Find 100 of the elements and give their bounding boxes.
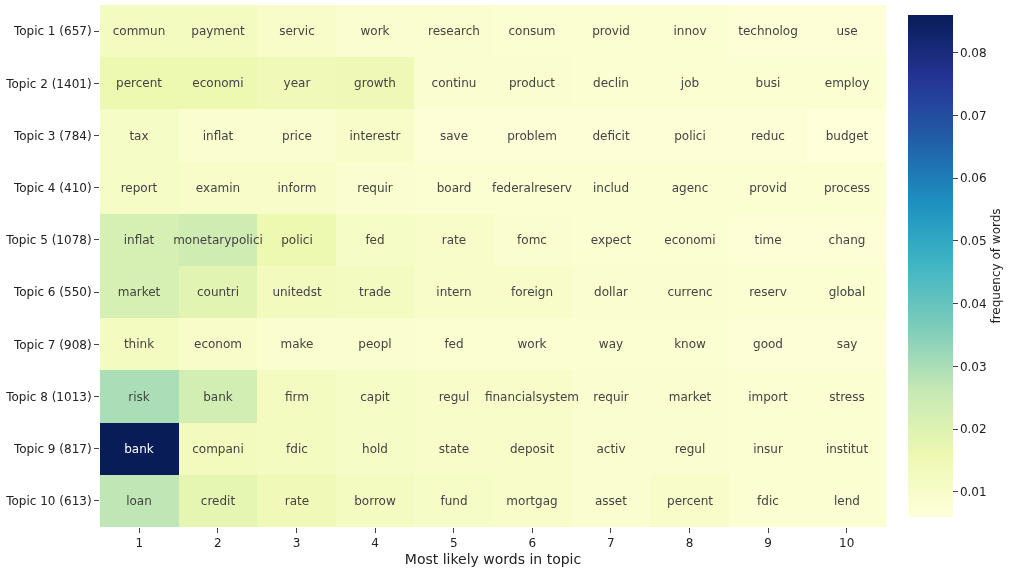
data-label: rate <box>441 233 467 248</box>
data-label: way <box>598 337 624 352</box>
data-label: report <box>120 181 158 196</box>
data-label: commun <box>112 24 166 39</box>
data-label: monetarypolici <box>173 233 263 248</box>
x-tick-label: 5 <box>449 536 458 551</box>
data-label: loan <box>126 494 152 509</box>
data-label: inflat <box>123 233 155 248</box>
data-label: currenc <box>667 285 713 300</box>
data-label: market <box>117 285 161 300</box>
data-label: year <box>283 76 311 91</box>
y-tick-label: Topic 10 (613) <box>5 494 92 509</box>
y-tick-label: Topic 2 (1401) <box>5 76 92 91</box>
data-label: reduc <box>751 129 785 144</box>
data-label: fomc <box>517 233 547 248</box>
data-label: work <box>360 24 390 39</box>
color-bar-label: 0.03 <box>959 359 987 374</box>
color-bar-label: 0.02 <box>959 422 987 437</box>
x-tick-label: 6 <box>528 536 537 551</box>
data-label: mortgag <box>506 494 558 509</box>
data-label: institut <box>825 442 869 457</box>
data-label: borrow <box>354 494 396 509</box>
data-label: make <box>280 337 314 352</box>
data-label: lend <box>834 494 860 509</box>
data-label: reserv <box>749 285 787 300</box>
data-label: continu <box>431 76 477 91</box>
data-label: deposit <box>509 442 555 457</box>
data-label: process <box>823 181 871 196</box>
data-label: federalreserv <box>492 181 572 196</box>
data-label: know <box>674 337 707 352</box>
data-label: countri <box>196 285 240 300</box>
data-label: unitedst <box>272 285 322 300</box>
x-tick-label: 8 <box>685 536 694 551</box>
data-label: risk <box>128 390 150 405</box>
data-label: credit <box>200 494 236 509</box>
data-label: requir <box>593 390 629 405</box>
data-label: servic <box>279 24 315 39</box>
data-label: asset <box>595 494 628 509</box>
color-bar-label: 0.06 <box>959 171 987 186</box>
x-tick-label: 10 <box>839 536 855 551</box>
data-label: capit <box>360 390 391 405</box>
x-tick-label: 9 <box>764 536 772 551</box>
x-tick-label: 7 <box>607 536 615 551</box>
data-label: includ <box>592 181 630 196</box>
data-label: intern <box>436 285 472 300</box>
data-label: global <box>828 285 866 300</box>
data-label: fdic <box>286 442 308 457</box>
data-label: interestr <box>349 129 401 144</box>
y-tick-label: Topic 6 (550) <box>12 285 92 300</box>
y-tick-label: Topic 3 (784) <box>12 128 92 143</box>
data-label: insur <box>753 442 783 457</box>
color-bar-label: 0.04 <box>959 296 987 311</box>
data-label: innov <box>673 24 707 39</box>
data-label: regul <box>438 390 470 405</box>
data-label: consum <box>508 24 556 39</box>
data-label: say <box>836 337 858 352</box>
data-label: employ <box>824 76 870 91</box>
data-label: rate <box>284 494 310 509</box>
data-label: price <box>282 129 312 144</box>
data-label: fund <box>440 494 468 509</box>
data-label: think <box>123 337 155 352</box>
y-tick-label: Topic 9 (817) <box>12 441 92 456</box>
data-label: job <box>679 76 700 91</box>
data-label: regul <box>674 442 706 457</box>
data-label: import <box>748 390 789 405</box>
data-label: tax <box>129 129 149 144</box>
color-bar-label: 0.07 <box>959 108 987 123</box>
data-label: technolog <box>738 24 798 39</box>
x-tick-label: 1 <box>135 536 144 551</box>
data-label: work <box>517 337 547 352</box>
data-label: growth <box>354 76 396 91</box>
data-label: provid <box>592 24 630 39</box>
data-label: use <box>836 24 858 39</box>
data-label: financialsystem <box>484 390 580 405</box>
data-label: market <box>668 390 712 405</box>
data-label: good <box>753 337 783 352</box>
data-label: provid <box>749 181 787 196</box>
data-label: stress <box>829 390 865 405</box>
color-bar-label: 0.01 <box>959 485 987 500</box>
x-tick-label: 4 <box>371 536 379 551</box>
data-label: economi <box>192 76 244 91</box>
data-label: percent <box>116 76 163 91</box>
data-label: hold <box>362 442 388 457</box>
data-label: polici <box>674 129 706 144</box>
data-label: declin <box>593 76 629 91</box>
color-bar-title: frequency of words <box>988 208 1003 324</box>
x-axis-title: Most likely words in topic <box>404 550 582 567</box>
data-label: deficit <box>592 129 630 144</box>
data-label: polici <box>281 233 313 248</box>
y-tick-label: Topic 1 (657) <box>12 24 92 39</box>
color-bar-label: 0.05 <box>959 234 987 249</box>
data-label: percent <box>667 494 714 509</box>
data-label: research <box>428 24 480 39</box>
data-label: board <box>436 181 472 196</box>
data-label: product <box>508 76 556 91</box>
data-label: fdic <box>757 494 779 509</box>
data-label: inflat <box>202 129 234 144</box>
y-tick-label: Topic 5 (1078) <box>5 233 92 248</box>
data-label: trade <box>359 285 391 300</box>
data-label: bank <box>203 390 233 405</box>
